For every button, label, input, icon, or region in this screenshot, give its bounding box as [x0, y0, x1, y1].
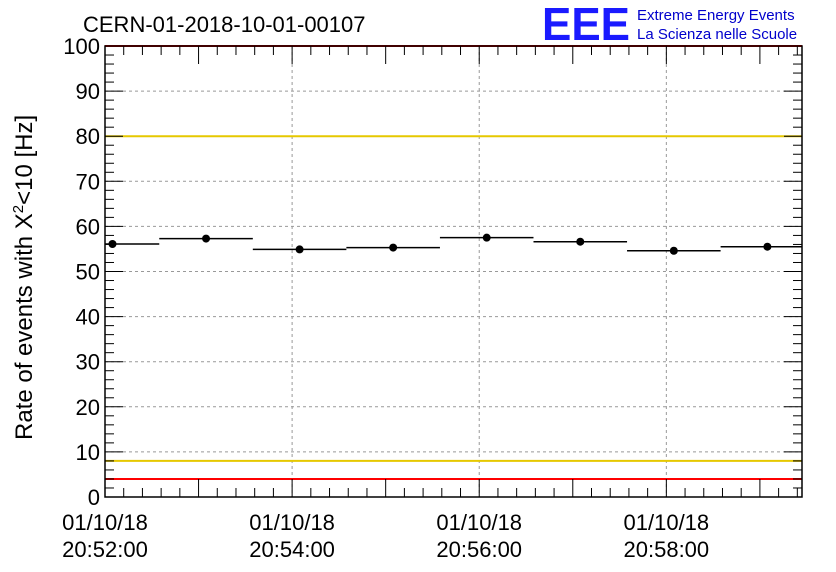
axis-ticks: [104, 45, 802, 498]
reference-lines: [105, 45, 802, 480]
data-bin-3: [252, 245, 347, 254]
chart-title: CERN-01-2018-10-01-00107: [83, 12, 366, 37]
y-tick-label: 10: [76, 440, 100, 465]
y-axis-label: Rate of events with X2<10 [Hz]: [10, 115, 38, 440]
data-bin-2: [159, 234, 253, 243]
data-bin-6: [533, 237, 628, 246]
x-tick-label-time: 20:58:00: [624, 537, 710, 562]
y-tick-label: 0: [88, 485, 100, 510]
data-bin-8: [720, 242, 802, 251]
data-point: [295, 245, 304, 254]
logo-line2: La Scienza nelle Scuole: [637, 26, 797, 43]
x-tick-label-time: 20:52:00: [62, 537, 148, 562]
data-point: [669, 246, 678, 255]
y-tick-label: 70: [76, 169, 100, 194]
data-point: [576, 237, 585, 246]
y-tick-label: 90: [76, 79, 100, 104]
data-point: [389, 243, 398, 252]
grid-lines: [104, 46, 802, 497]
eee-logo: EEE Extreme Energy Events La Scienza nel…: [542, 0, 797, 50]
y-tick-label: 100: [63, 34, 100, 59]
data-bin-7: [627, 246, 721, 255]
logo-line1: Extreme Energy Events: [637, 7, 795, 24]
x-tick-labels: 01/10/1820:52:0001/10/1820:54:0001/10/18…: [62, 510, 709, 562]
logo-mark: EEE: [542, 0, 630, 50]
x-tick-label-date: 01/10/18: [436, 510, 522, 535]
data-bin-4: [346, 243, 440, 252]
y-tick-label: 40: [76, 305, 100, 330]
y-tick-label: 50: [76, 260, 100, 285]
x-tick-label-date: 01/10/18: [249, 510, 335, 535]
data-point: [202, 234, 211, 243]
y-tick-label: 60: [76, 214, 100, 239]
x-tick-label-date: 01/10/18: [624, 510, 710, 535]
y-tick-label: 20: [76, 395, 100, 420]
y-tick-labels: 0 10 20 30 40 50 60 70 80 90 100: [63, 34, 100, 510]
data-bin-5: [439, 233, 534, 242]
x-tick-label-time: 20:54:00: [249, 537, 335, 562]
x-tick-label-date: 01/10/18: [62, 510, 148, 535]
data-point: [482, 233, 491, 242]
data-bins: [105, 233, 802, 255]
y-tick-label: 80: [76, 124, 100, 149]
data-point: [763, 242, 772, 251]
y-tick-label: 30: [76, 350, 100, 375]
x-tick-label-time: 20:56:00: [436, 537, 522, 562]
